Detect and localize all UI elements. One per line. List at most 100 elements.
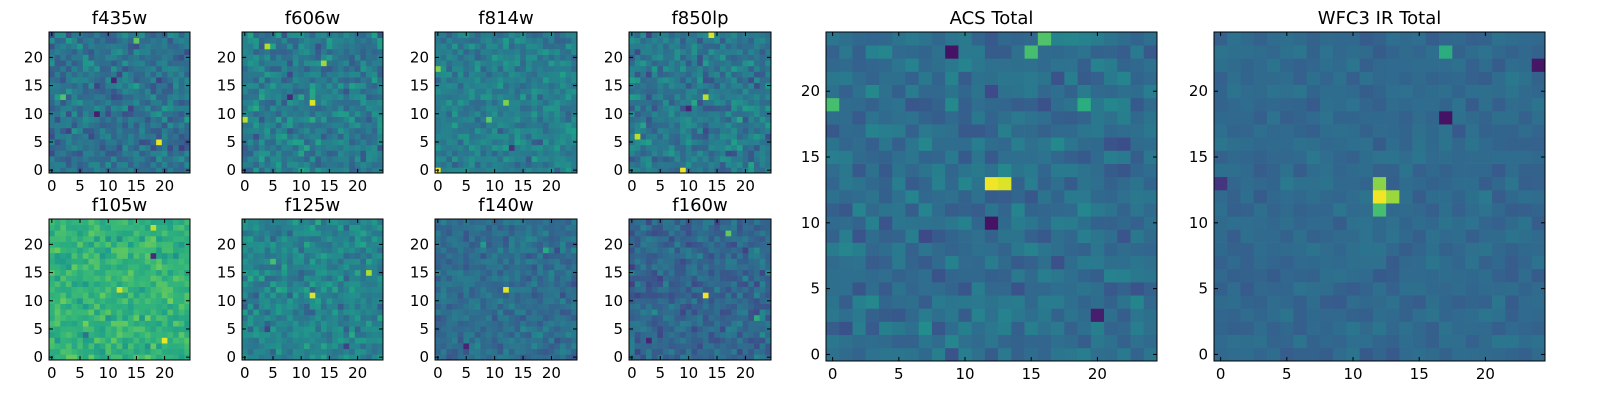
heatmap-cell — [629, 48, 636, 55]
heatmap-cell — [571, 247, 578, 254]
heatmap-cell — [360, 219, 367, 225]
heatmap-cell — [264, 230, 271, 237]
heatmap-cell — [474, 150, 481, 157]
heatmap-cell — [292, 297, 299, 304]
heatmap-cell — [474, 286, 481, 293]
heatmap-cell — [309, 105, 316, 112]
heatmap-cell — [759, 156, 766, 163]
heatmap-cell — [144, 275, 151, 282]
heatmap-cell — [309, 348, 316, 355]
heatmap-cell — [668, 269, 675, 276]
heatmap-cell — [122, 43, 129, 50]
heatmap-cell — [474, 167, 481, 174]
heatmap-cell — [150, 127, 157, 134]
heatmap-cell — [184, 235, 191, 242]
heatmap-cell — [736, 314, 743, 321]
heatmap-cell — [503, 133, 510, 140]
heatmap-cell — [304, 241, 311, 248]
heatmap-cell — [514, 94, 521, 101]
heatmap-cell — [292, 122, 299, 129]
heatmap-cell — [332, 343, 339, 350]
heatmap-cell — [651, 116, 658, 123]
heatmap-cell — [354, 264, 361, 271]
heatmap-cell — [537, 77, 544, 84]
heatmap-cell — [349, 167, 356, 174]
heatmap-cell — [531, 331, 538, 338]
heatmap-cell — [503, 303, 510, 310]
heatmap-cell — [127, 314, 134, 321]
heatmap-cell — [360, 144, 367, 151]
heatmap-cell — [332, 71, 339, 78]
heatmap-cell — [753, 292, 760, 299]
heatmap-cell — [708, 348, 715, 355]
heatmap-cell — [116, 230, 123, 237]
heatmap-cell — [127, 235, 134, 242]
heatmap-cell — [759, 144, 766, 151]
heatmap-cell — [440, 297, 447, 304]
heatmap-cell — [88, 60, 95, 67]
heatmap-cell — [714, 133, 721, 140]
heatmap-cell — [332, 269, 339, 276]
heatmap-cell — [122, 258, 129, 265]
heatmap-cell — [725, 127, 732, 134]
heatmap-cell — [337, 331, 344, 338]
heatmap-cell — [60, 286, 67, 293]
heatmap-cell — [491, 37, 498, 44]
heatmap-cell — [731, 82, 738, 89]
heatmap-cell — [486, 252, 493, 259]
heatmap-cell — [714, 48, 721, 55]
heatmap-cell — [508, 60, 515, 67]
heatmap-cell — [691, 303, 698, 310]
heatmap-cell — [332, 331, 339, 338]
heatmap-cell — [88, 281, 95, 288]
heatmap-cell — [668, 88, 675, 95]
heatmap-cell — [315, 116, 322, 123]
heatmap-cell — [691, 343, 698, 350]
x-tick-label: 5 — [461, 364, 471, 382]
heatmap-cell — [674, 144, 681, 151]
heatmap-cell — [144, 303, 151, 310]
heatmap-cell — [122, 161, 129, 168]
heatmap-cell — [736, 281, 743, 288]
heatmap-cell — [371, 37, 378, 44]
heatmap-cell — [349, 331, 356, 338]
heatmap-cell — [258, 348, 265, 355]
heatmap-cell — [446, 230, 453, 237]
heatmap-cell — [525, 241, 532, 248]
heatmap-cell — [315, 252, 322, 259]
heatmap-cell — [326, 297, 333, 304]
heatmap-cell — [167, 99, 174, 106]
heatmap-cell — [156, 219, 163, 225]
heatmap-cell — [371, 343, 378, 350]
heatmap-cell — [765, 94, 772, 101]
heatmap-cell — [270, 258, 277, 265]
heatmap-cell — [542, 309, 549, 316]
heatmap-cell — [88, 150, 95, 157]
heatmap-cell — [326, 235, 333, 242]
heatmap-cell — [497, 343, 504, 350]
heatmap-cell — [554, 94, 561, 101]
heatmap-cell — [247, 264, 254, 271]
heatmap-cell — [640, 127, 647, 134]
heatmap-cell — [446, 286, 453, 293]
heatmap-cell — [144, 167, 151, 174]
heatmap-cell — [719, 303, 726, 310]
heatmap-cell — [542, 156, 549, 163]
heatmap-cell — [474, 320, 481, 327]
heatmap-cell — [127, 82, 134, 89]
heatmap-cell — [292, 354, 299, 361]
heatmap-cell — [503, 348, 510, 355]
heatmap-cell — [531, 65, 538, 72]
x-tick-label: 5 — [461, 177, 471, 195]
heatmap-cell — [309, 54, 316, 61]
heatmap-cell — [646, 314, 653, 321]
heatmap-cell — [486, 99, 493, 106]
heatmap-cell — [520, 348, 527, 355]
heatmap-cell — [54, 48, 61, 55]
heatmap-cell — [520, 150, 527, 157]
heatmap-cell — [708, 71, 715, 78]
heatmap-cell — [343, 116, 350, 123]
heatmap-cell — [457, 314, 464, 321]
heatmap-cell — [275, 258, 282, 265]
heatmap-cell — [371, 241, 378, 248]
